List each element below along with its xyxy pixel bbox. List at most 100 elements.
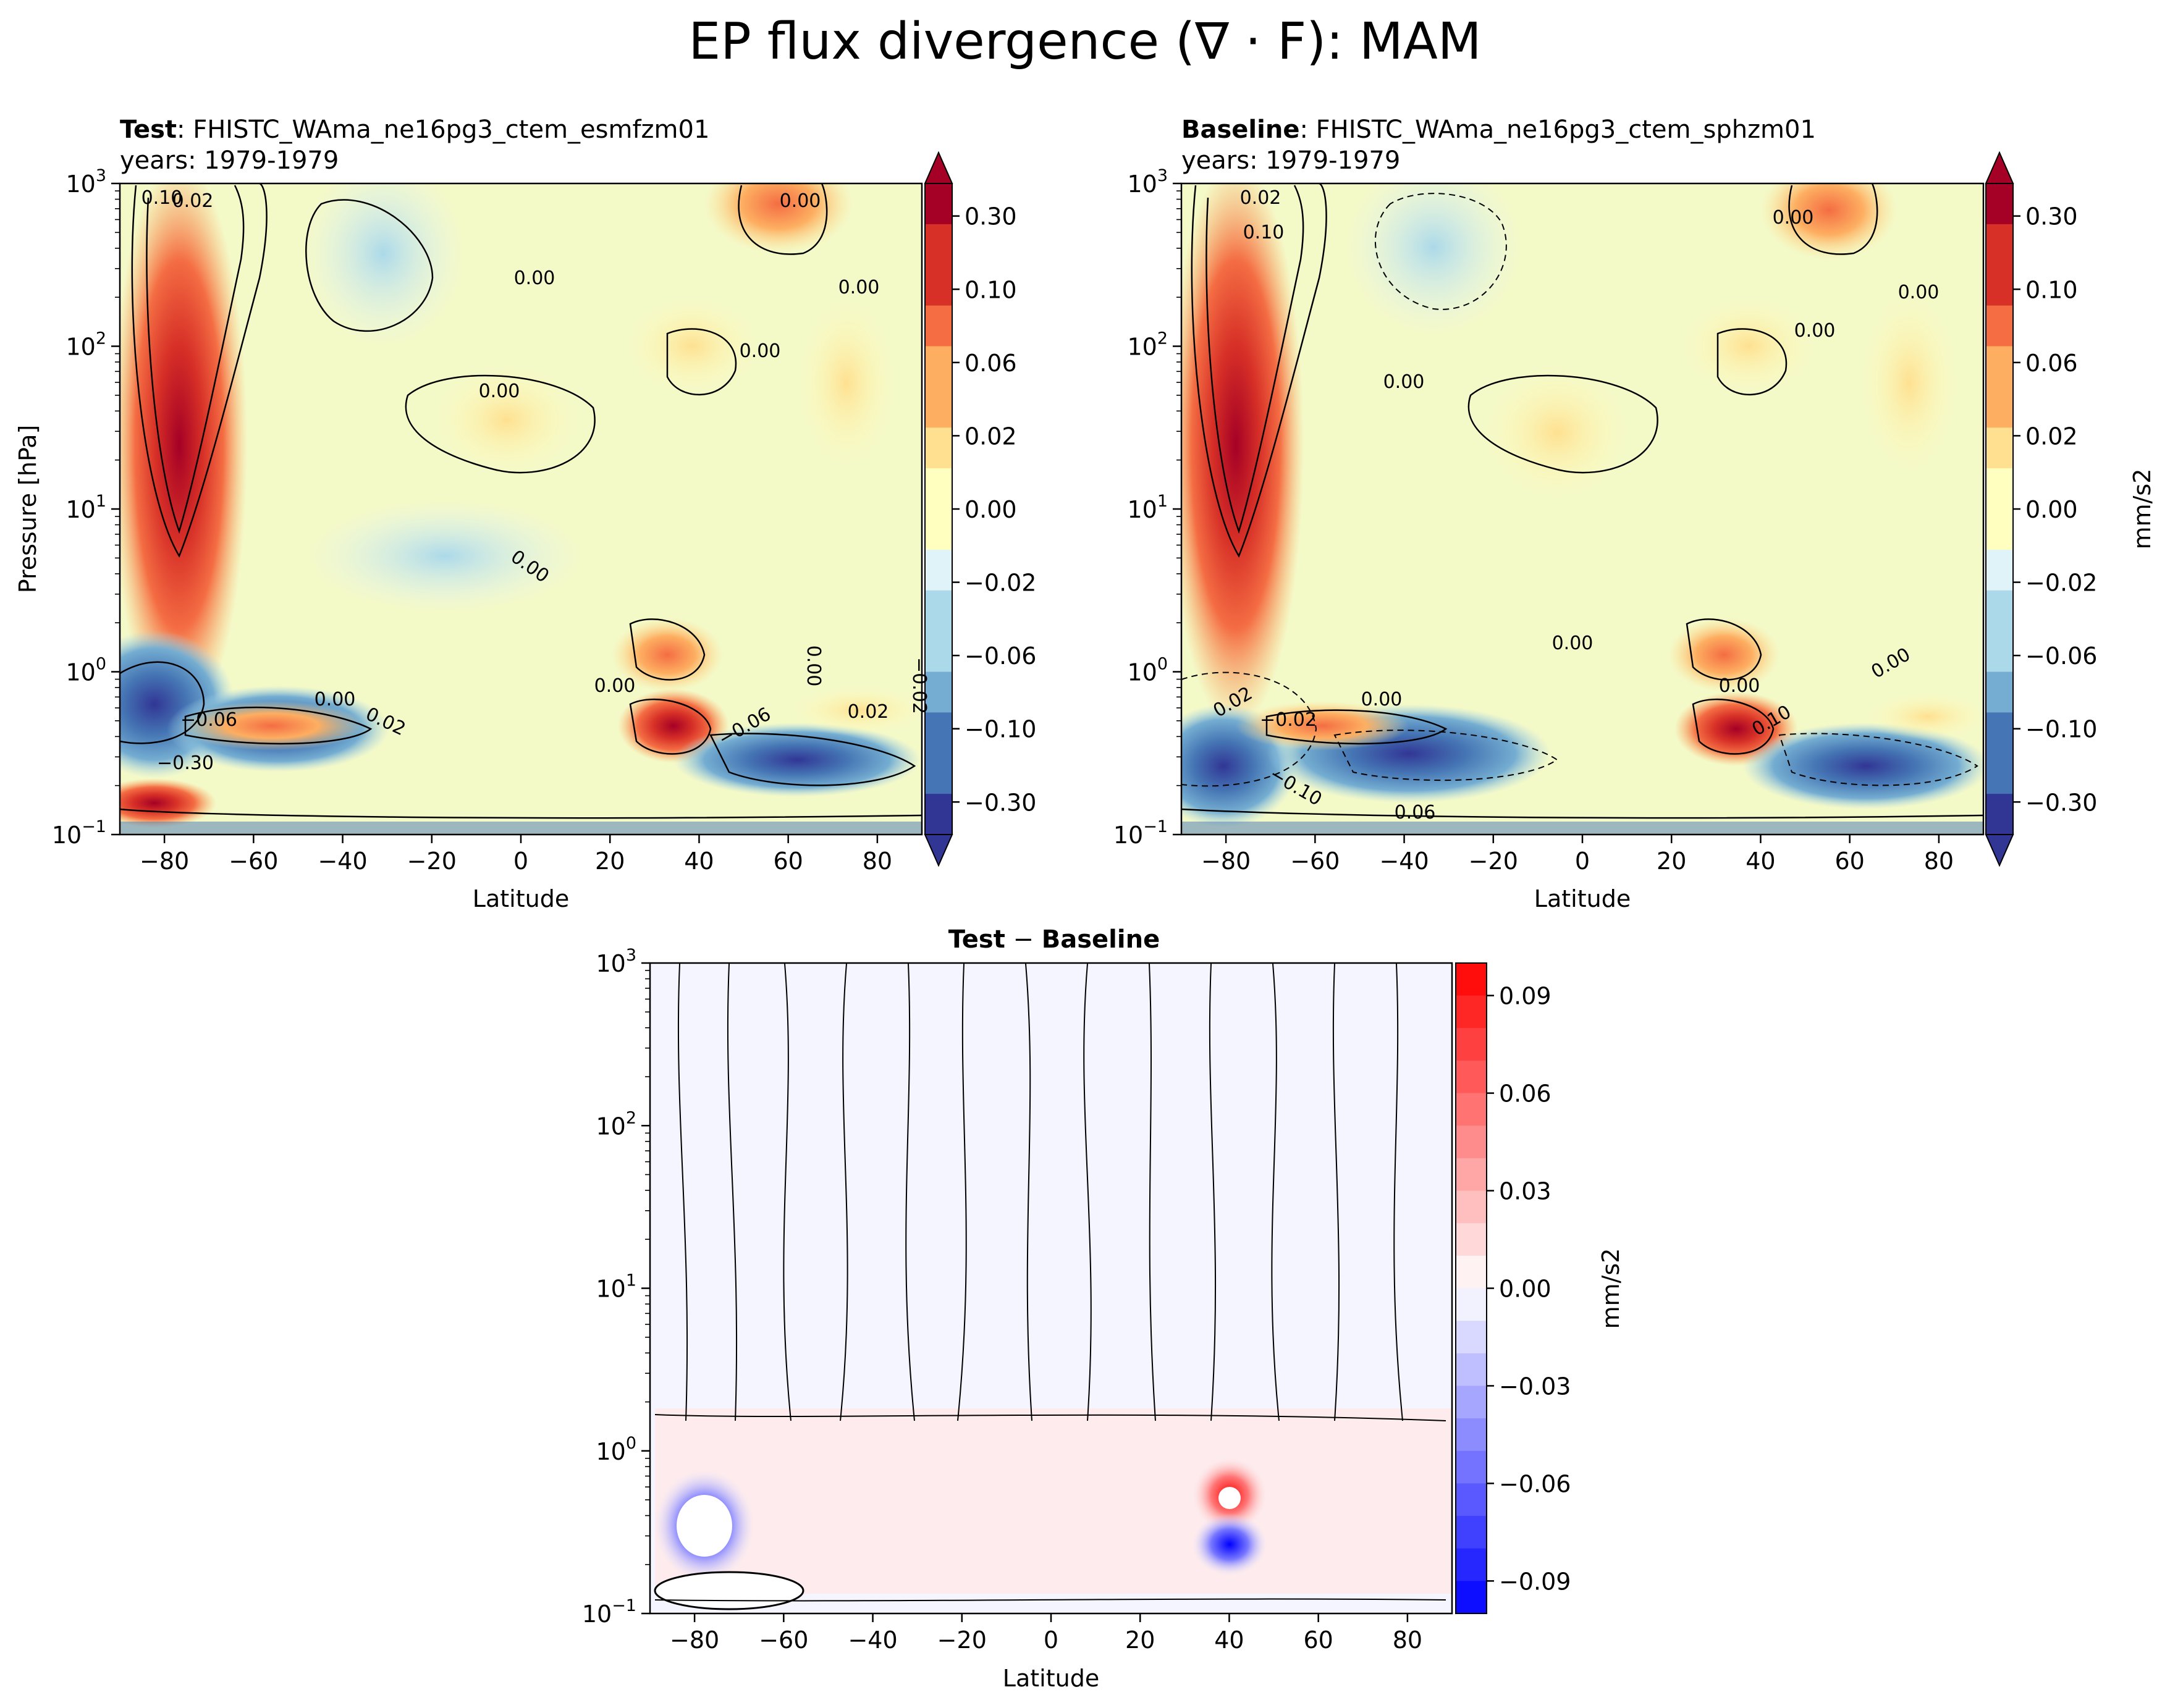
xtick-label: −20 (937, 1626, 987, 1654)
colorbar-tick-label: 0.06 (1499, 1080, 1552, 1108)
contour-label: 0.10 (1243, 222, 1285, 243)
test-contour-5 (666, 328, 737, 396)
baseline-field-neg-nh-low (1742, 723, 1983, 809)
colorbar-swatch (1456, 1581, 1487, 1614)
baseline-field-pos-center (1483, 364, 1631, 500)
baseline-field-pos-right (1860, 290, 1959, 476)
test-field-neg-nh-low (673, 723, 921, 797)
ytick-label: 10−1 (1113, 817, 1168, 849)
colorbar-tick-label: −0.02 (2025, 570, 2097, 597)
ytick-label: 103 (65, 166, 106, 198)
colorbar-swatch (1456, 1223, 1487, 1256)
test-contour-12 (120, 808, 922, 819)
colorbar-swatch (925, 549, 952, 591)
test-field (120, 183, 922, 835)
contour-label: 0.00 (1361, 689, 1403, 710)
ytick-label: 102 (596, 1108, 636, 1140)
diff-field-saturated-surface (654, 1571, 804, 1610)
contour-label: 0.00 (514, 267, 555, 289)
baseline-contour-10 (1265, 709, 1448, 745)
baseline-years-text: years: 1979-1979 (1181, 146, 1401, 175)
contour-label: 0.00 (1794, 320, 1836, 342)
xtick-label: 80 (863, 848, 892, 875)
colorbar-swatch (1986, 387, 2013, 428)
baseline-contour-5 (1788, 183, 1878, 255)
colorbar-tick-label: −0.06 (2025, 642, 2097, 670)
ytick-label: 10−1 (52, 817, 106, 849)
ytick-label: 100 (1127, 655, 1168, 686)
contour-label: 0.06 (1395, 802, 1436, 823)
colorbar-tick-label: 0.10 (965, 276, 1017, 303)
colorbar-tick-label: 0.06 (965, 350, 1017, 377)
xtick-label: 40 (684, 848, 714, 875)
test-subtitle: Test: FHISTC_WAma_ne16pg3_ctem_esmfzm01 (120, 115, 709, 145)
colorbar-swatch (1986, 468, 2013, 510)
contour-label: 0.00 (1552, 633, 1594, 654)
contour-label: 0.00 (740, 340, 781, 362)
colorbar-swatch (925, 631, 952, 672)
baseline-dashed-contour-4 (1778, 733, 1978, 786)
xtick-label: 40 (1746, 848, 1775, 875)
ytick-label: 101 (65, 492, 106, 523)
xtick-label: −60 (229, 848, 278, 875)
ytick-label: 102 (65, 329, 106, 361)
diff-contour-10 (1209, 963, 1217, 1421)
colorbar-tick-label: −0.03 (1499, 1373, 1571, 1400)
baseline-dashed-contour-3 (1333, 730, 1558, 781)
baseline-field-pos-polar-jet (1181, 183, 1304, 729)
test-field-neg-mid (309, 500, 581, 612)
colorbar-swatch (1456, 995, 1487, 1029)
baseline-contour-7 (1692, 699, 1775, 755)
colorbar-swatch (1986, 305, 2013, 347)
baseline-subtitle-case: : FHISTC_WAma_ne16pg3_ctem_sphzm01 (1299, 116, 1816, 144)
colorbar-tick-label: −0.10 (2025, 716, 2097, 743)
xtick-label: −20 (407, 848, 457, 875)
diff-contour-8 (1083, 963, 1092, 1421)
colorbar-swatch (925, 346, 952, 387)
ytick-label: 101 (1127, 492, 1168, 523)
xtick-label: −40 (318, 848, 367, 875)
colorbar-swatch (925, 794, 952, 835)
baseline-contours (1181, 183, 1983, 819)
diff-field (650, 963, 1452, 1613)
xtick-label: −80 (1201, 848, 1251, 875)
diff-title-right: Baseline (1041, 925, 1160, 954)
colorbar-tick-label: −0.06 (1499, 1470, 1571, 1497)
test-field-pos-mid-right (624, 297, 760, 395)
colorbar-tick-label: 0.00 (2025, 496, 2078, 523)
diff-xlabel: Latitude (1003, 1665, 1099, 1692)
contour-label: 0.00 (594, 675, 636, 697)
colorbar-swatch (1456, 1516, 1487, 1549)
colorbar-swatch (1456, 1060, 1487, 1094)
test-contour-2 (146, 185, 245, 534)
diff-colorbar: 0.09 0.06 0.03 0.00 −0.03 −0.06 −0.09 (1455, 962, 1571, 1614)
baseline-contour-4 (1716, 328, 1788, 396)
colorbar-swatch (1986, 183, 2013, 225)
xtick-label: −80 (670, 1626, 719, 1654)
colorbar-swatch (1456, 1548, 1487, 1581)
colorbar-swatch (1986, 427, 2013, 469)
ytick-label: 100 (65, 655, 106, 686)
diff-field-pos-lower (655, 1408, 1452, 1594)
ytick-label: 103 (1127, 166, 1168, 198)
baseline-field-pos-nh-band (1866, 692, 1983, 741)
test-subtitle-bold: Test (120, 116, 177, 144)
xtick-label: 80 (1393, 1626, 1422, 1654)
contour-label: −0.02 (908, 657, 930, 714)
contour-label: −0.02 (1260, 709, 1317, 731)
contour-label: 0.10 (141, 187, 183, 209)
baseline-field-surface-band (1181, 822, 1983, 835)
diff-ticks: −80 −60 −40 −20 0 20 40 60 80 10−1 100 101 102 103 (582, 946, 1422, 1654)
colorbar-swatch (1986, 671, 2013, 713)
baseline-contour-11 (1181, 808, 1983, 819)
colorbar-swatch (1456, 1386, 1487, 1419)
diff-contour-6 (957, 963, 967, 1421)
test-contours (120, 183, 922, 819)
diff-field-saturated-35n (1218, 1487, 1241, 1509)
colorbar-swatch (925, 387, 952, 428)
test-field-surface-band (120, 822, 922, 835)
colorbar-swatch (925, 712, 952, 754)
xtick-label: 20 (1125, 1626, 1155, 1654)
colorbar-swatch (1456, 1483, 1487, 1517)
